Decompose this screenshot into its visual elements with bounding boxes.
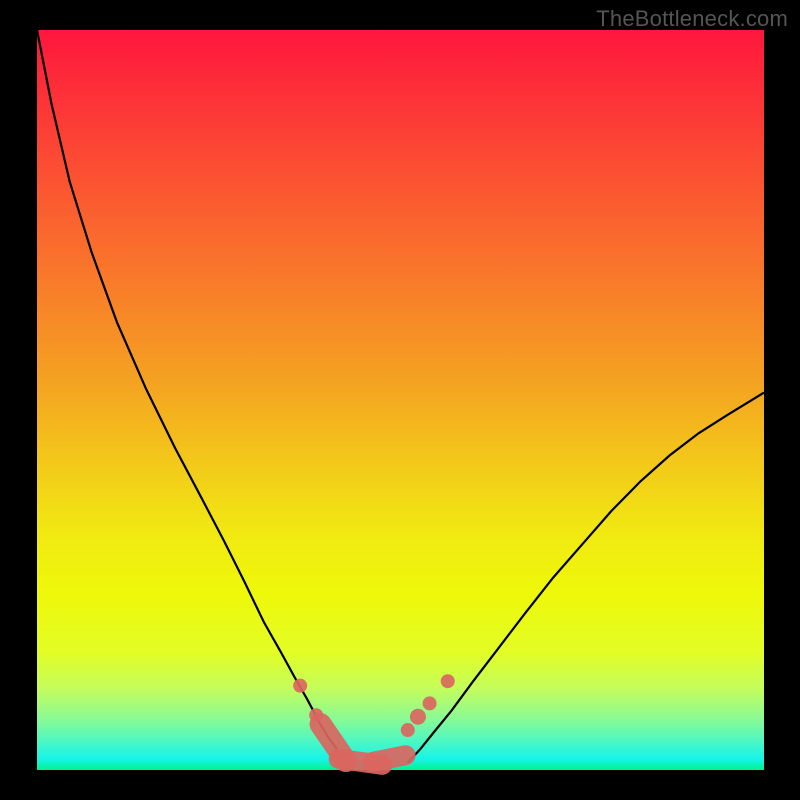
data-marker: [401, 723, 415, 737]
plot-gradient-background: [37, 30, 764, 770]
data-marker-capsule: [373, 755, 406, 762]
watermark-text: TheBottleneck.com: [596, 6, 788, 32]
data-marker: [423, 696, 437, 710]
data-marker: [410, 709, 426, 725]
data-marker: [293, 679, 307, 693]
data-marker: [441, 674, 455, 688]
bottleneck-chart: [0, 0, 800, 800]
